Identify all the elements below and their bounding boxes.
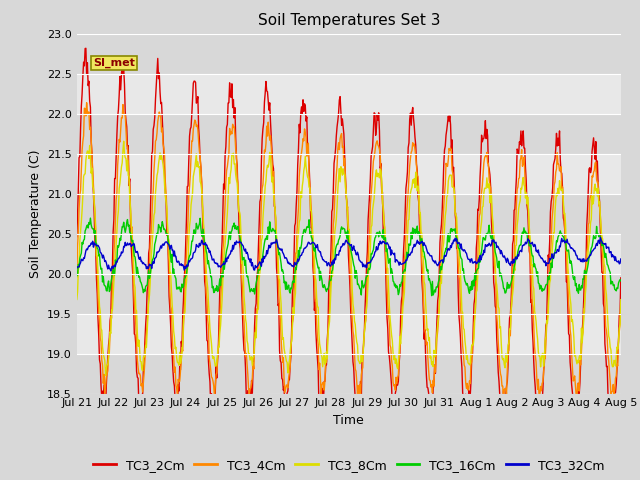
TC3_32Cm [73, 265, 81, 271]
TC3_2Cm [223, 121, 231, 127]
TC3_16Cm [83, 223, 90, 229]
TC3_8Cm [224, 194, 232, 200]
Text: SI_met: SI_met [93, 58, 135, 68]
TC3_32Cm [596, 235, 604, 240]
TC3_2Cm [84, 60, 92, 66]
TC3_8Cm [617, 297, 625, 302]
TC3_32Cm [416, 241, 424, 247]
Line: TC3_16Cm: TC3_16Cm [77, 218, 621, 296]
TC3_16Cm [416, 231, 424, 237]
TC3_8Cm [433, 340, 440, 346]
TC3_2Cm [431, 371, 439, 376]
TC3_4Cm [84, 108, 92, 114]
Bar [77, 73, 621, 114]
Line: TC3_4Cm: TC3_4Cm [77, 103, 621, 401]
TC3_2Cm [195, 125, 202, 131]
Bar [77, 193, 621, 234]
TC3_2Cm [617, 275, 625, 281]
TC3_32Cm [140, 260, 147, 265]
Line: TC3_8Cm: TC3_8Cm [77, 141, 621, 375]
TC3_2Cm [500, 424, 508, 430]
TC3_16Cm [140, 290, 147, 296]
TC3_16Cm [195, 224, 202, 229]
TC3_4Cm [195, 138, 202, 144]
Line: TC3_32Cm: TC3_32Cm [77, 238, 621, 271]
TC3_2Cm [416, 223, 424, 229]
X-axis label: Time: Time [333, 414, 364, 427]
TC3_32Cm [83, 246, 90, 252]
TC3_8Cm [417, 210, 424, 216]
TC3_4Cm [500, 398, 508, 404]
TC3_16Cm [428, 293, 435, 299]
TC3_16Cm [73, 273, 81, 279]
Bar [77, 354, 621, 394]
TC3_8Cm [102, 372, 109, 378]
Bar [77, 274, 621, 313]
TC3_8Cm [83, 151, 90, 157]
TC3_8Cm [120, 138, 127, 144]
Line: TC3_2Cm: TC3_2Cm [77, 48, 621, 427]
Title: Soil Temperatures Set 3: Soil Temperatures Set 3 [257, 13, 440, 28]
TC3_4Cm [140, 380, 147, 385]
TC3_32Cm [107, 268, 115, 274]
TC3_16Cm [617, 278, 625, 284]
TC3_4Cm [416, 210, 424, 216]
TC3_32Cm [617, 256, 625, 262]
TC3_2Cm [73, 234, 81, 240]
TC3_32Cm [431, 258, 439, 264]
TC3_16Cm [86, 215, 94, 221]
TC3_16Cm [223, 245, 231, 251]
TC3_8Cm [196, 164, 204, 169]
Bar [77, 234, 621, 274]
TC3_8Cm [73, 297, 81, 302]
TC3_4Cm [223, 164, 231, 169]
Bar [77, 313, 621, 354]
Bar [77, 34, 621, 73]
TC3_4Cm [431, 369, 439, 375]
Bar [77, 114, 621, 154]
TC3_16Cm [433, 284, 440, 290]
Y-axis label: Soil Temperature (C): Soil Temperature (C) [29, 149, 42, 278]
TC3_32Cm [223, 254, 231, 260]
TC3_2Cm [82, 46, 90, 51]
TC3_8Cm [140, 354, 148, 360]
Legend: TC3_2Cm, TC3_4Cm, TC3_8Cm, TC3_16Cm, TC3_32Cm: TC3_2Cm, TC3_4Cm, TC3_8Cm, TC3_16Cm, TC3… [88, 454, 609, 477]
TC3_4Cm [617, 304, 625, 310]
TC3_2Cm [140, 366, 147, 372]
TC3_4Cm [73, 274, 81, 280]
TC3_4Cm [83, 100, 90, 106]
TC3_32Cm [195, 244, 202, 250]
Bar [77, 154, 621, 193]
